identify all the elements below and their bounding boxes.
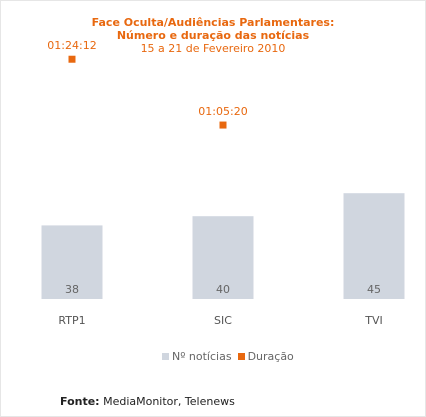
legend-item-bars: Nº notícias <box>162 350 232 363</box>
chart-title-line-1: Face Oculta/Audiências Parlamentares: <box>91 16 335 29</box>
category-label-sic: SIC <box>214 314 232 327</box>
legend-swatch-duration <box>237 353 245 360</box>
chart-subtitle: 15 a 21 de Fevereiro 2010 <box>140 42 286 55</box>
bar-label-rtp1: 38 <box>65 283 79 296</box>
source-note: Fonte: MediaMonitor, Telenews <box>60 395 235 408</box>
chart-title-block: Face Oculta/Audiências Parlamentares: Nú… <box>0 16 426 55</box>
bar-tvi <box>343 193 405 299</box>
duration-marker-sic <box>219 121 227 129</box>
chart-title-line-2: Número e duração das notícias <box>116 29 310 42</box>
legend-label-bars: Nº notícias <box>172 350 232 363</box>
duration-label-sic: 01:05:20 <box>198 105 247 118</box>
bar-rtp1 <box>41 225 103 299</box>
category-label-tvi: TVI <box>364 314 383 327</box>
legend-item-duration: Duração <box>237 350 294 363</box>
source-label: Fonte: <box>60 395 100 408</box>
duration-marker-rtp1 <box>68 55 76 63</box>
bar-sic <box>192 216 254 299</box>
source-value: MediaMonitor, Telenews <box>103 395 235 408</box>
legend-swatch-bars <box>162 353 169 360</box>
legend-label-duration: Duração <box>247 350 294 363</box>
bar-label-tvi: 45 <box>367 283 381 296</box>
chart-legend: Nº notícias Duração <box>162 350 300 363</box>
duration-label-rtp1: 01:24:12 <box>47 39 96 52</box>
bar-label-sic: 40 <box>216 283 230 296</box>
category-label-rtp1: RTP1 <box>58 314 85 327</box>
